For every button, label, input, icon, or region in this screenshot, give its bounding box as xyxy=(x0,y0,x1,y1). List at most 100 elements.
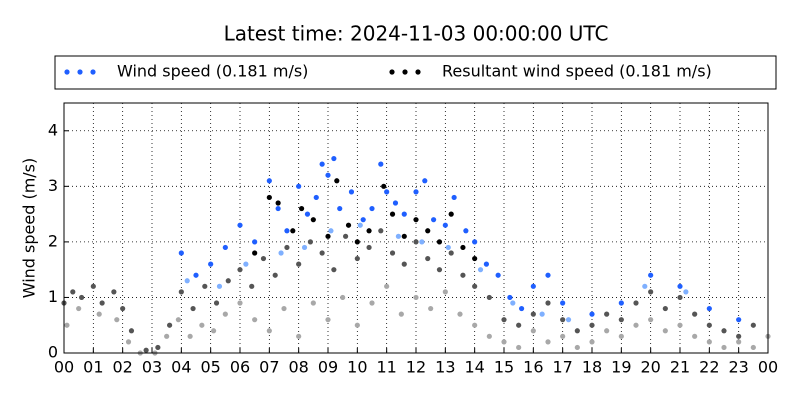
point xyxy=(281,305,287,312)
point xyxy=(76,305,82,312)
x-tick-label: 17 xyxy=(552,358,572,377)
point xyxy=(662,328,668,334)
point xyxy=(683,289,689,295)
point xyxy=(565,317,572,323)
point xyxy=(545,272,551,278)
point xyxy=(337,205,343,212)
point xyxy=(677,283,683,289)
point xyxy=(319,250,325,256)
point xyxy=(284,244,290,251)
point xyxy=(357,222,363,228)
point xyxy=(750,322,756,328)
x-tick-label: 15 xyxy=(494,358,514,377)
point xyxy=(648,289,654,295)
x-tick-label: 23 xyxy=(728,358,748,377)
point xyxy=(213,300,220,306)
point xyxy=(706,305,712,312)
point xyxy=(237,222,243,228)
x-tick-label: 00 xyxy=(54,358,74,377)
point xyxy=(419,239,425,245)
point xyxy=(633,322,639,328)
y-tick-label: 2 xyxy=(48,231,58,250)
point xyxy=(413,189,419,195)
point xyxy=(389,211,396,217)
point xyxy=(516,322,522,328)
x-tick-label: 00 xyxy=(758,358,778,377)
y-tick-label: 1 xyxy=(48,287,58,306)
point xyxy=(692,311,698,317)
point xyxy=(445,244,451,251)
x-tick-label: 16 xyxy=(523,358,543,377)
point xyxy=(125,339,132,345)
point xyxy=(472,322,478,328)
point xyxy=(175,317,181,323)
x-tick-label: 09 xyxy=(318,358,338,377)
point xyxy=(266,194,272,201)
point xyxy=(413,217,419,223)
point xyxy=(325,233,331,239)
point xyxy=(284,228,290,234)
point xyxy=(425,228,431,234)
point xyxy=(114,317,120,323)
point xyxy=(70,289,76,295)
point xyxy=(369,300,375,306)
point xyxy=(301,244,308,251)
point xyxy=(325,172,331,178)
legend-marker xyxy=(90,69,96,75)
legend-label: Resultant wind speed (0.181 m/s) xyxy=(442,62,712,81)
point xyxy=(278,250,284,256)
point xyxy=(545,300,551,306)
x-tick-label: 19 xyxy=(611,358,631,377)
point xyxy=(692,333,698,339)
point xyxy=(750,344,756,351)
point xyxy=(155,344,161,351)
point xyxy=(560,333,566,339)
point xyxy=(507,294,513,301)
point xyxy=(648,317,654,323)
point xyxy=(460,272,466,278)
x-tick-label: 22 xyxy=(699,358,719,377)
point xyxy=(706,322,712,328)
point xyxy=(516,344,522,351)
point xyxy=(64,322,70,328)
point xyxy=(457,311,463,317)
point xyxy=(604,311,610,317)
point xyxy=(401,261,407,267)
point xyxy=(164,333,170,339)
point xyxy=(252,250,258,256)
point xyxy=(589,322,595,328)
x-tick-label: 18 xyxy=(582,358,602,377)
point xyxy=(348,189,355,195)
point xyxy=(99,300,105,306)
point xyxy=(425,255,431,262)
point xyxy=(216,283,223,289)
point xyxy=(331,267,337,273)
point xyxy=(366,228,372,234)
x-tick-label: 13 xyxy=(435,358,455,377)
point xyxy=(96,311,102,317)
point xyxy=(501,339,507,345)
point xyxy=(243,261,249,267)
x-tick-label: 10 xyxy=(347,358,367,377)
point xyxy=(345,222,352,228)
y-tick-label: 3 xyxy=(48,176,58,195)
x-tick-label: 02 xyxy=(112,358,132,377)
point xyxy=(296,333,302,339)
point xyxy=(369,205,375,212)
x-tick-label: 03 xyxy=(142,358,162,377)
point xyxy=(237,267,243,273)
point xyxy=(354,255,360,262)
point xyxy=(167,322,173,328)
point xyxy=(574,328,580,334)
point xyxy=(589,339,595,345)
point xyxy=(486,333,492,339)
point xyxy=(413,294,419,301)
point xyxy=(319,161,325,167)
point xyxy=(249,283,255,289)
x-tick-label: 20 xyxy=(640,358,660,377)
point xyxy=(331,155,337,162)
point xyxy=(662,305,668,312)
point xyxy=(275,205,281,212)
point xyxy=(618,300,624,306)
point xyxy=(225,278,231,284)
